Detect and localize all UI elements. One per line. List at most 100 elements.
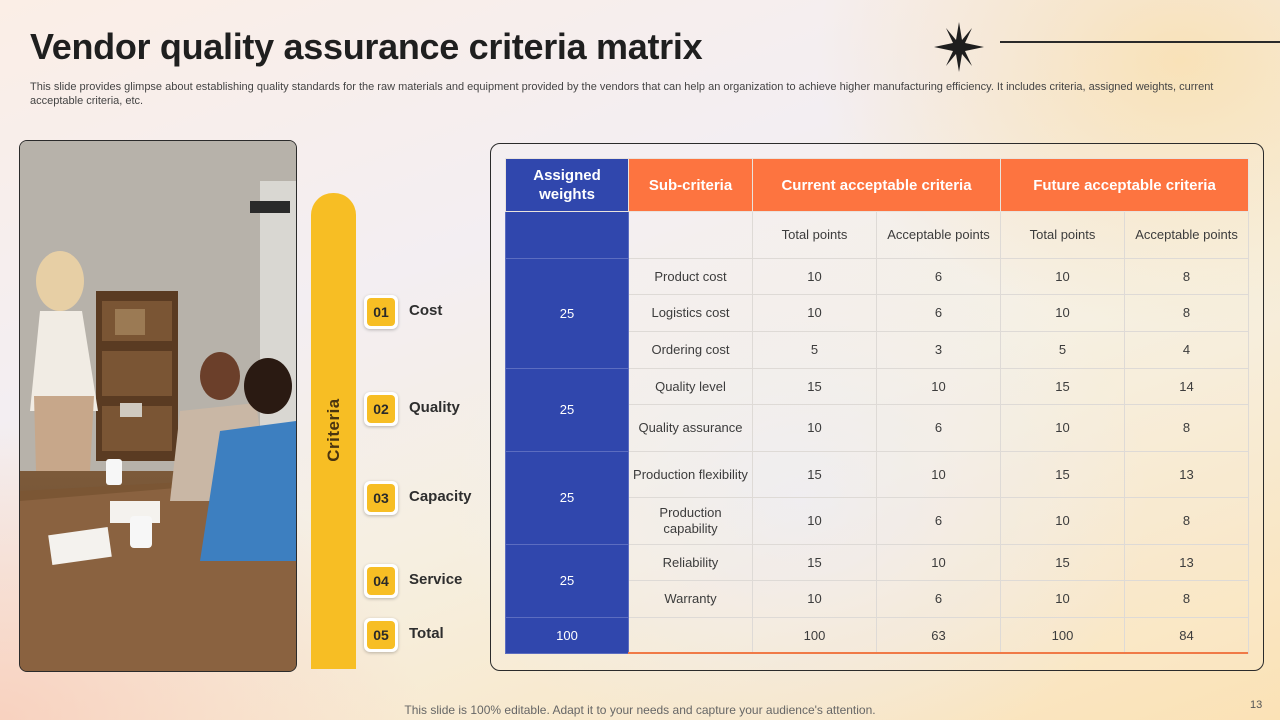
criteria-item-cost: 01 Cost [364,295,442,329]
value-cell: 13 [1124,544,1250,581]
number-badge: 02 [364,392,398,426]
value-cell: 10 [752,497,877,545]
sub-criteria-cell: Production capability [628,497,753,545]
criteria-item-capacity: 03 Capacity [364,481,472,515]
value-cell: 8 [1124,404,1250,452]
value-cell: 13 [1124,451,1250,498]
table-row: Quality assurance 10 6 10 8 [506,404,1250,452]
sub-criteria-cell: Quality level [628,368,753,405]
number-badge: 03 [364,481,398,515]
weights-blank-cell [505,211,629,259]
total-sub-blank-cell [628,617,753,654]
page-title: Vendor quality assurance criteria matrix [30,26,703,67]
sub-criteria-cell: Warranty [628,580,753,618]
header-future-criteria: Future acceptable criteria [1000,158,1250,212]
table-header-row: Assigned weights Sub-criteria Current ac… [505,158,1250,212]
sub-criteria-cell: Quality assurance [628,404,753,452]
table-row: 25 Product cost 10 6 10 8 [505,258,1250,369]
value-cell: 10 [1000,497,1126,545]
star-burst-icon [934,22,984,72]
value-cell: 14 [1124,368,1250,405]
header-current-criteria: Current acceptable criteria [751,158,1002,212]
value-cell: 10 [1000,404,1126,452]
subheader-cell: Acceptable points [1124,211,1250,259]
criteria-name: Service [409,570,463,588]
value-cell: 8 [1124,258,1250,295]
value-cell: 10 [752,404,877,452]
header-assigned-weights: Assigned weights [505,158,629,212]
subheader-cell: Acceptable points [875,211,1002,259]
weight-cell: 25 [505,258,629,369]
value-cell: 10 [752,580,877,618]
criteria-bar [311,193,356,669]
criteria-label: Criteria [323,398,343,462]
table-subheader-row: Total points Acceptable points Total poi… [505,211,1250,259]
criteria-name: Capacity [409,487,472,505]
value-cell: 10 [752,294,877,332]
subheader-cell: Total points [1000,211,1126,259]
value-cell: 15 [1000,544,1126,581]
criteria-name: Quality [409,398,460,416]
table-row: 25 Reliability 15 10 15 13 [505,544,1250,618]
weight-cell: 25 [505,451,629,545]
sub-criteria-cell: Logistics cost [628,294,753,332]
value-cell: 6 [875,404,1002,452]
value-cell: 15 [1000,451,1126,498]
sub-criteria-cell: Reliability [628,544,753,581]
table-row: 25 Quality level 15 10 15 14 [505,368,1250,452]
table-row: Warranty 10 6 10 8 [506,580,1250,618]
criteria-item-total: 05 Total [364,618,444,652]
criteria-matrix-table: Assigned weights Sub-criteria Current ac… [505,158,1250,654]
weight-cell: 25 [505,368,629,452]
weight-cell: 25 [505,544,629,618]
criteria-item-quality: 02 Quality [364,392,460,426]
criteria-name: Total [409,624,444,642]
value-cell: 15 [752,544,877,581]
value-cell: 6 [875,294,1002,332]
total-value-cell: 100 [752,617,877,654]
value-cell: 10 [875,368,1002,405]
value-cell: 6 [875,258,1002,295]
value-cell: 3 [875,331,1002,369]
number-badge: 01 [364,295,398,329]
value-cell: 10 [1000,294,1126,332]
number-badge: 05 [364,618,398,652]
value-cell: 5 [752,331,877,369]
header-sub-criteria: Sub-criteria [628,158,753,212]
value-cell: 15 [752,368,877,405]
sub-criteria-cell: Production flexibility [628,451,753,498]
subheader-cell: Total points [752,211,877,259]
office-meeting-photo [19,140,297,672]
table-row: Production capability 10 6 10 8 [506,497,1250,545]
criteria-item-service: 04 Service [364,564,462,598]
sub-criteria-cell: Product cost [628,258,753,295]
value-cell: 10 [1000,580,1126,618]
footer-note: This slide is 100% editable. Adapt it to… [404,703,876,717]
value-cell: 15 [752,451,877,498]
title-divider [1000,41,1280,43]
total-value-cell: 100 [1000,617,1126,654]
table-row: 25 Production flexibility 15 10 15 13 [505,451,1250,545]
total-value-cell: 84 [1124,617,1250,654]
table-bottom-accent-line [628,652,1248,654]
value-cell: 6 [875,497,1002,545]
value-cell: 8 [1124,294,1250,332]
page-number: 13 [1250,699,1263,711]
value-cell: 8 [1124,580,1250,618]
criteria-name: Cost [409,301,443,319]
number-badge: 04 [364,564,398,598]
value-cell: 8 [1124,497,1250,545]
value-cell: 5 [1000,331,1126,369]
value-cell: 15 [1000,368,1126,405]
sub-criteria-cell: Ordering cost [628,331,753,369]
value-cell: 10 [752,258,877,295]
total-value-cell: 63 [875,617,1002,654]
value-cell: 10 [875,544,1002,581]
value-cell: 4 [1124,331,1250,369]
value-cell: 6 [875,580,1002,618]
table-total-row: 100 100 63 100 84 [505,617,1250,654]
slide-description: This slide provides glimpse about establ… [30,81,1214,107]
sub-blank-cell [628,211,753,259]
total-weight-cell: 100 [505,617,629,654]
value-cell: 10 [875,451,1002,498]
